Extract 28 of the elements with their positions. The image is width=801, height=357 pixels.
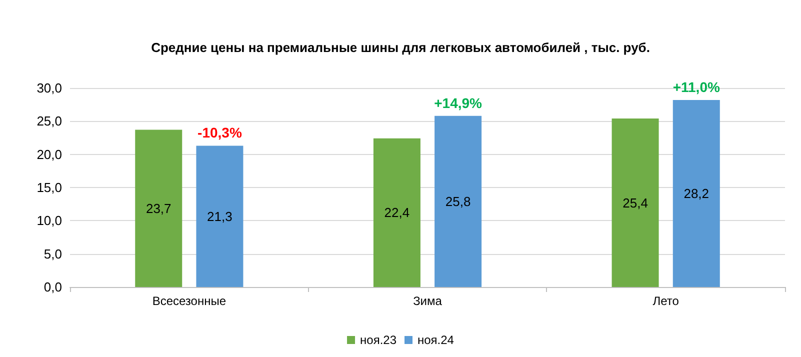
data-label: 28,2 [684,186,710,201]
bar [612,118,659,287]
bar [672,100,720,287]
legend-label: ноя.23 [360,333,397,347]
y-tick-label: 10,0 [36,213,62,228]
data-label: 23,7 [146,200,172,216]
data-label: 22,4 [384,205,410,220]
y-tick-label: 15,0 [36,180,62,195]
bar [196,146,244,287]
y-tick-label: 30,0 [36,80,62,96]
y-tick-label: 0,0 [44,280,62,294]
data-label: 21,3 [207,208,232,224]
data-label: 25,4 [622,195,648,210]
annotation: +11,0% [672,78,720,95]
x-tick-label: Всесезонные [152,294,226,308]
bar [135,130,182,287]
annotation: +14,9% [434,94,483,111]
data-label: 25,8 [445,194,471,209]
legend-label: ноя.24 [418,333,454,347]
x-tick-label: Лето [652,294,680,308]
annotation: -10,3% [198,124,242,141]
x-tick-label: Зима [413,294,442,308]
y-tick-label: 25,0 [36,114,62,129]
y-tick-label: 5,0 [44,246,62,262]
bar [373,138,420,287]
y-tick-label: 20,0 [36,146,62,162]
chart-title: Средние цены на премиальные шины для легковых автомобилей , тыс. руб. [151,40,650,55]
bar [434,116,482,287]
